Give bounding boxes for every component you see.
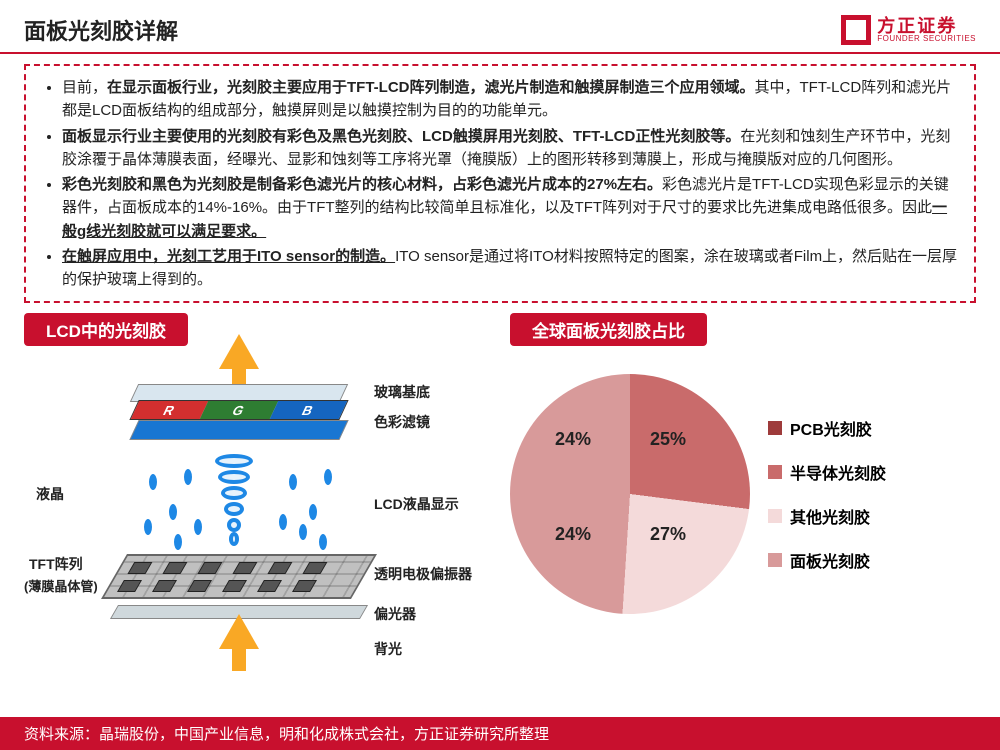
legend-label: 面板光刻胶 bbox=[790, 548, 870, 572]
footer-source: 资料来源：晶瑞股份，中国产业信息，明和化成株式会社，方正证券研究所整理 bbox=[0, 717, 1000, 750]
legend-label: PCB光刻胶 bbox=[790, 416, 872, 440]
bullet-4: 在触屏应用中，光刻工艺用于ITO sensor的制造。ITO sensor是通过… bbox=[62, 245, 960, 292]
legend-item: 面板光刻胶 bbox=[768, 548, 886, 572]
pie-slice-label: 27% bbox=[650, 524, 686, 545]
lcd-diagram-panel: LCD中的光刻胶 R G B 玻璃基底 色彩滤镜 液晶 LCD液晶显示 TFT阵… bbox=[24, 313, 490, 684]
layer-base bbox=[129, 420, 348, 440]
label-lc: 液晶 bbox=[36, 484, 64, 504]
summary-box: 目前，在显示面板行业，光刻胶主要应用于TFT-LCD阵列制造，滤光片制造和触摸屏… bbox=[24, 64, 976, 303]
divider bbox=[0, 52, 1000, 54]
logo-en: FOUNDER SECURITIES bbox=[877, 35, 976, 43]
logo-square-icon bbox=[841, 15, 871, 45]
label-lcd-disp: LCD液晶显示 bbox=[374, 494, 459, 514]
arrow-up-icon bbox=[219, 334, 259, 369]
arrow-up-bottom-icon bbox=[219, 614, 259, 649]
rgb-g: G bbox=[200, 401, 278, 419]
legend-label: 其他光刻胶 bbox=[790, 504, 870, 528]
label-tft-sub: (薄膜晶体管) bbox=[24, 576, 98, 595]
pie-chart: 25% 27% 24% 24% bbox=[510, 374, 750, 614]
rgb-r: R bbox=[131, 401, 209, 419]
legend-label: 半导体光刻胶 bbox=[790, 460, 886, 484]
swirl-icon bbox=[219, 454, 249, 554]
logo: 方正证券 FOUNDER SECURITIES bbox=[841, 15, 976, 45]
layer-rgb: R G B bbox=[129, 400, 348, 420]
legend-item: 半导体光刻胶 bbox=[768, 460, 886, 484]
rgb-b: B bbox=[269, 401, 347, 419]
lcd-panel-title: LCD中的光刻胶 bbox=[24, 313, 188, 346]
label-pol: 偏光器 bbox=[374, 604, 416, 624]
bullet-2: 面板显示行业主要使用的光刻胶有彩色及黑色光刻胶、LCD触摸屏用光刻胶、TFT-L… bbox=[62, 125, 960, 172]
legend-swatch-icon bbox=[768, 421, 782, 435]
legend-item: 其他光刻胶 bbox=[768, 504, 886, 528]
legend-swatch-icon bbox=[768, 509, 782, 523]
label-cf: 色彩滤镜 bbox=[374, 412, 430, 432]
pie-slice-label: 25% bbox=[650, 429, 686, 450]
layer-tft-grid bbox=[101, 554, 377, 599]
legend-swatch-icon bbox=[768, 465, 782, 479]
bullet-1: 目前，在显示面板行业，光刻胶主要应用于TFT-LCD阵列制造，滤光片制造和触摸屏… bbox=[62, 76, 960, 123]
pie-slice-label: 24% bbox=[555, 429, 591, 450]
legend-swatch-icon bbox=[768, 553, 782, 567]
pie-legend: PCB光刻胶半导体光刻胶其他光刻胶面板光刻胶 bbox=[768, 416, 886, 572]
pie-panel-title: 全球面板光刻胶占比 bbox=[510, 313, 707, 346]
pie-panel: 全球面板光刻胶占比 25% 27% 24% 24% PCB光刻胶半导体光刻胶其他光刻胶… bbox=[510, 313, 976, 684]
pie-slice-label: 24% bbox=[555, 524, 591, 545]
label-elec: 透明电极偏振器 bbox=[374, 564, 472, 584]
label-bl: 背光 bbox=[374, 639, 402, 659]
lcd-diagram: R G B 玻璃基底 色彩滤镜 液晶 LCD液晶显示 TFT阵列 (薄膜晶体管)… bbox=[24, 354, 490, 684]
label-glass: 玻璃基底 bbox=[374, 382, 430, 402]
bullet-3: 彩色光刻胶和黑色为光刻胶是制备彩色滤光片的核心材料，占彩色滤光片成本的27%左右… bbox=[62, 173, 960, 243]
page-title: 面板光刻胶详解 bbox=[24, 14, 178, 46]
label-tft: TFT阵列 bbox=[29, 554, 83, 574]
legend-item: PCB光刻胶 bbox=[768, 416, 886, 440]
logo-cn: 方正证券 bbox=[877, 17, 976, 35]
